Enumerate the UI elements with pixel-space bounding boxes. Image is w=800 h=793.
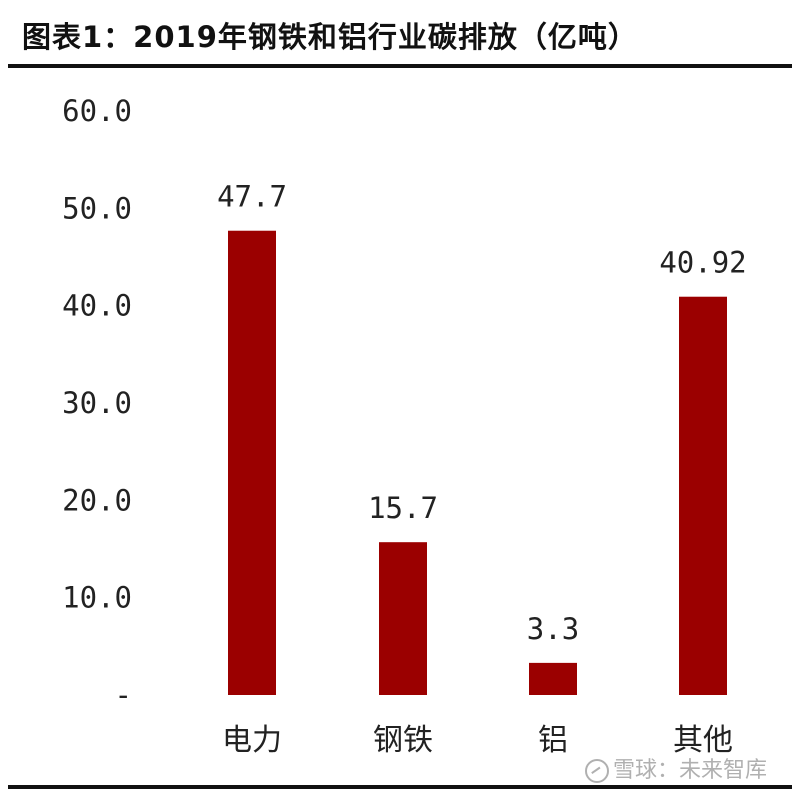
bar-3 <box>679 296 727 695</box>
bar-0 <box>228 230 276 695</box>
x-category-label: 电力 <box>222 723 282 758</box>
y-tick-label: 60.0 <box>62 94 132 128</box>
value-label: 47.7 <box>217 180 287 214</box>
watermark-text: 雪球：未来智库 <box>613 758 768 783</box>
value-label: 40.92 <box>659 246 746 280</box>
y-tick-label: 20.0 <box>62 483 132 517</box>
value-label: 3.3 <box>527 612 579 646</box>
value-label: 15.7 <box>368 491 438 525</box>
bar-2 <box>529 662 577 695</box>
x-axis-labels: 电力 钢铁 铝 其他 <box>222 723 733 758</box>
x-category-label: 钢铁 <box>373 723 433 758</box>
chart-title: 图表1：2019年钢铁和铝行业碳排放（亿吨） <box>22 20 638 54</box>
snowball-logo-icon <box>585 759 609 783</box>
y-tick-label: 30.0 <box>62 386 132 420</box>
value-labels: 47.7 15.7 3.3 40.92 <box>217 180 747 646</box>
watermark: 雪球：未来智库 <box>585 752 767 784</box>
y-tick-label: - <box>115 678 132 712</box>
y-axis-ticks: - 10.0 20.0 30.0 40.0 50.0 60.0 <box>62 94 132 712</box>
top-rule <box>8 64 792 68</box>
x-category-label: 其他 <box>673 723 733 758</box>
bottom-rule <box>8 785 792 789</box>
y-tick-label: 10.0 <box>62 581 132 615</box>
y-tick-label: 50.0 <box>62 191 132 225</box>
x-category-label: 铝 <box>538 723 568 758</box>
bar-1 <box>379 542 427 695</box>
bars <box>228 230 727 695</box>
y-tick-label: 40.0 <box>62 289 132 323</box>
